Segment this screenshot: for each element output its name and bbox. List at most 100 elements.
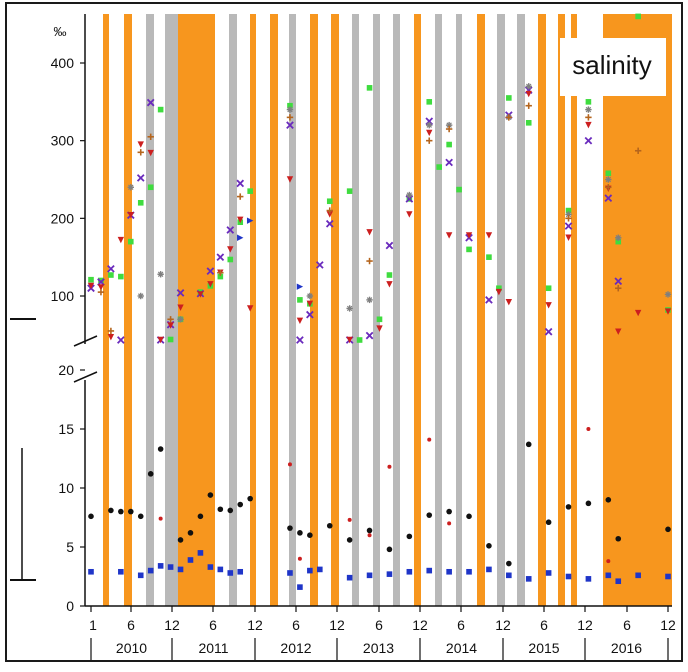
data-point bbox=[137, 572, 144, 579]
data-point bbox=[386, 571, 393, 577]
data-point bbox=[176, 289, 185, 297]
data-point bbox=[237, 216, 244, 224]
data-point bbox=[525, 83, 532, 90]
data-point bbox=[387, 464, 392, 469]
data-point bbox=[286, 121, 294, 129]
data-point bbox=[97, 288, 105, 296]
band bbox=[497, 14, 505, 606]
y-tick-label: 200 bbox=[51, 210, 75, 226]
data-point bbox=[634, 147, 642, 154]
band bbox=[571, 14, 577, 606]
data-point bbox=[506, 560, 512, 567]
data-point bbox=[88, 276, 94, 283]
data-point bbox=[585, 106, 592, 113]
data-point bbox=[147, 471, 154, 477]
x-tick-label: 6 bbox=[457, 617, 465, 633]
band bbox=[331, 14, 339, 606]
unit-label: ‰ bbox=[54, 24, 67, 39]
band bbox=[558, 14, 565, 606]
band bbox=[517, 14, 525, 606]
data-point bbox=[167, 564, 174, 570]
data-point bbox=[664, 291, 672, 298]
data-point bbox=[446, 568, 452, 575]
data-point bbox=[664, 308, 672, 315]
data-point bbox=[286, 176, 294, 183]
data-point bbox=[565, 207, 572, 214]
data-point bbox=[614, 277, 623, 286]
year-label: 2011 bbox=[198, 640, 228, 656]
data-point bbox=[426, 129, 433, 137]
data-point bbox=[584, 136, 593, 145]
data-point bbox=[326, 198, 333, 205]
data-point bbox=[287, 102, 293, 109]
data-point bbox=[445, 158, 453, 167]
data-point bbox=[426, 137, 433, 144]
data-point bbox=[545, 285, 552, 292]
data-point bbox=[346, 188, 353, 194]
data-point bbox=[217, 273, 224, 280]
data-point bbox=[118, 568, 124, 575]
data-point bbox=[565, 504, 572, 510]
data-point bbox=[97, 284, 105, 291]
data-point bbox=[117, 236, 125, 244]
data-point bbox=[486, 543, 492, 549]
data-point bbox=[118, 508, 124, 515]
data-point bbox=[406, 191, 413, 199]
data-point bbox=[187, 557, 194, 563]
data-point bbox=[347, 517, 352, 522]
data-point bbox=[146, 98, 155, 107]
year-label: 2010 bbox=[116, 640, 147, 656]
data-point bbox=[227, 246, 234, 253]
x-tick-label: 12 bbox=[412, 617, 428, 633]
data-point bbox=[237, 501, 244, 508]
data-point bbox=[137, 513, 144, 520]
x-tick-label: 6 bbox=[623, 617, 631, 633]
data-point bbox=[386, 546, 393, 553]
data-point bbox=[466, 568, 472, 575]
data-point bbox=[167, 336, 174, 343]
band bbox=[538, 14, 546, 606]
data-point bbox=[147, 149, 154, 157]
data-point bbox=[346, 537, 353, 543]
data-point bbox=[177, 537, 184, 543]
y-tick-label: 15 bbox=[58, 421, 74, 437]
data-point bbox=[615, 328, 622, 335]
data-point bbox=[485, 232, 493, 239]
band bbox=[229, 14, 237, 606]
data-point bbox=[158, 516, 163, 521]
data-point bbox=[87, 282, 95, 290]
data-point bbox=[88, 513, 94, 520]
band bbox=[456, 14, 462, 606]
data-point bbox=[287, 462, 292, 467]
data-point bbox=[237, 234, 244, 241]
data-point bbox=[127, 212, 134, 219]
data-point bbox=[307, 532, 313, 538]
data-point bbox=[545, 302, 552, 309]
data-point bbox=[107, 327, 115, 335]
data-point bbox=[197, 550, 204, 556]
y-tick-label: 400 bbox=[51, 55, 75, 71]
band bbox=[165, 14, 178, 606]
data-point bbox=[297, 530, 303, 536]
x-tick-label: 12 bbox=[329, 617, 345, 633]
axis-break-mark bbox=[73, 371, 98, 383]
data-point bbox=[366, 229, 373, 236]
data-point bbox=[466, 246, 472, 253]
data-point bbox=[306, 310, 314, 319]
data-point bbox=[227, 507, 234, 514]
data-point bbox=[406, 568, 413, 575]
data-point bbox=[427, 437, 432, 442]
x-tick-label: 6 bbox=[292, 617, 300, 633]
band bbox=[178, 14, 215, 606]
data-point bbox=[217, 506, 224, 513]
data-point bbox=[127, 508, 134, 515]
data-point bbox=[286, 106, 294, 113]
data-point bbox=[206, 267, 215, 275]
data-point bbox=[107, 333, 115, 341]
legend-box bbox=[560, 38, 666, 96]
data-point bbox=[346, 574, 353, 581]
outer-frame bbox=[5, 2, 683, 662]
data-point bbox=[486, 254, 492, 260]
data-point bbox=[634, 309, 642, 317]
